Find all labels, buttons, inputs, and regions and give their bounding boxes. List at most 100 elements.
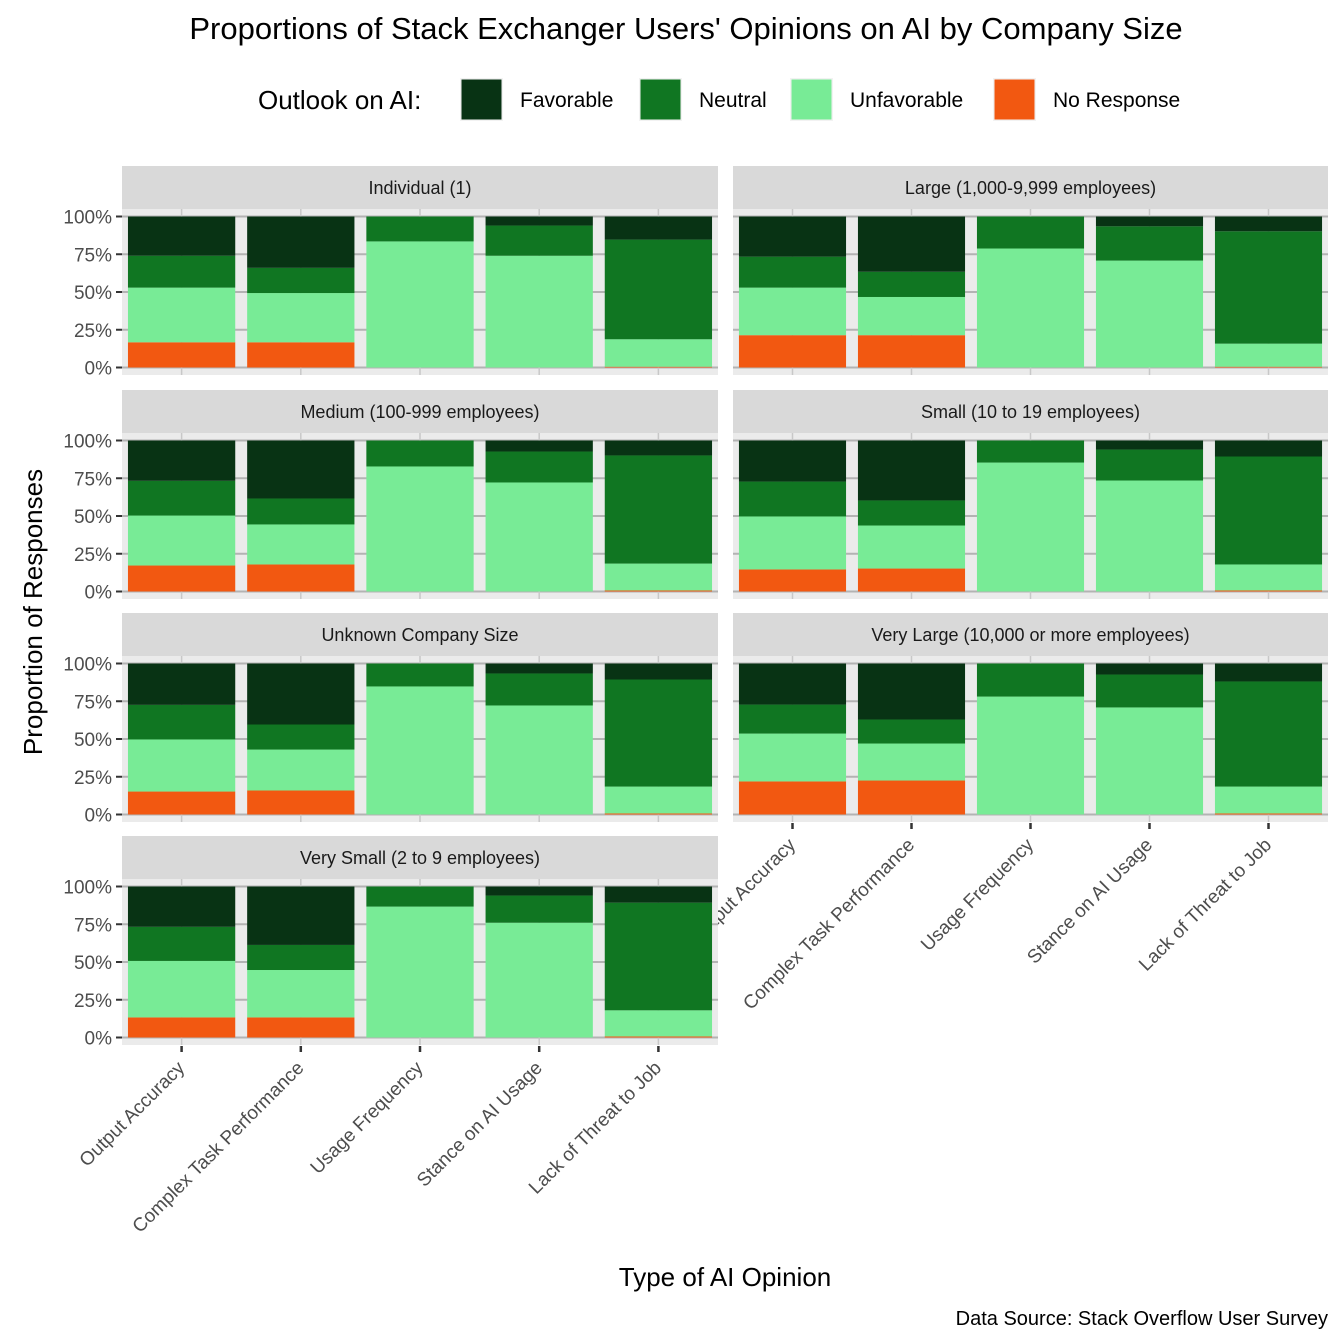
bar-segment-unfavorable bbox=[738, 733, 847, 782]
y-tick-label: 75% bbox=[74, 692, 112, 713]
facet-strip bbox=[122, 390, 718, 433]
x-tick-label: Stance on AI Usage bbox=[1023, 835, 1157, 969]
bar-segment-unfavorable bbox=[127, 739, 236, 792]
bar-segment-unfavorable bbox=[857, 743, 966, 781]
bar-segment-unfavorable bbox=[1095, 260, 1204, 368]
bar-segment-favorable bbox=[1214, 216, 1323, 232]
bar-segment-unfavorable bbox=[366, 906, 474, 1038]
bar-segment-no-response bbox=[857, 780, 966, 815]
legend: Outlook on AI: Favorable Neutral Unfavorab… bbox=[258, 78, 1180, 121]
bar-segment-neutral bbox=[247, 944, 355, 971]
bar-segment-unfavorable bbox=[247, 524, 355, 565]
x-axis-title: Type of AI Opinion bbox=[619, 1262, 831, 1292]
bar-segment-neutral bbox=[247, 498, 355, 525]
bar-segment-neutral bbox=[604, 455, 713, 564]
bar-segment-no-response bbox=[127, 342, 236, 368]
legend-swatch bbox=[461, 79, 502, 120]
y-tick-label: 50% bbox=[74, 507, 112, 528]
bar-segment-favorable bbox=[1214, 663, 1323, 682]
bar-segment-neutral bbox=[485, 673, 593, 706]
facet-panel: Unknown Company Size 0% 25% 50% 75% 100% bbox=[63, 613, 718, 827]
bar-segment-neutral bbox=[247, 724, 355, 750]
bar-segment-neutral bbox=[1214, 231, 1323, 344]
bar-segment-neutral bbox=[604, 239, 713, 340]
y-tick-label: 50% bbox=[74, 730, 112, 751]
bar-segment-unfavorable bbox=[604, 563, 713, 591]
bar-segment-favorable bbox=[604, 886, 713, 903]
legend-label: No Response bbox=[1053, 89, 1180, 112]
legend-swatch bbox=[791, 79, 832, 120]
facet-panel: Very Large (10,000 or more employees)Out… bbox=[687, 613, 1328, 1014]
facet-strip bbox=[122, 836, 718, 879]
legend-swatch bbox=[640, 79, 681, 120]
bar-segment-no-response bbox=[604, 590, 713, 592]
bar-segment-favorable bbox=[604, 663, 713, 680]
bar-segment-no-response bbox=[604, 813, 713, 815]
legend-label: Favorable bbox=[520, 89, 613, 112]
bar-segment-no-response bbox=[127, 565, 236, 592]
facet-strip-label: Large (1,000-9,999 employees) bbox=[905, 178, 1156, 198]
bar-segment-no-response bbox=[857, 568, 966, 592]
x-tick-label: Lack of Threat to Job bbox=[1135, 835, 1276, 976]
legend-title: Outlook on AI: bbox=[258, 85, 421, 115]
bar-segment-no-response bbox=[738, 335, 847, 368]
legend-item: Favorable bbox=[460, 78, 613, 121]
bar-segment-no-response bbox=[604, 366, 713, 368]
bar-segment-favorable bbox=[247, 663, 355, 725]
facet-strip bbox=[122, 166, 718, 209]
facet-strip bbox=[733, 390, 1328, 433]
bar-segment-unfavorable bbox=[247, 293, 355, 343]
bar-segment-neutral bbox=[127, 704, 236, 740]
bar-segment-favorable bbox=[127, 663, 236, 705]
bar-segment-no-response bbox=[738, 569, 847, 592]
bar-segment-neutral bbox=[485, 225, 593, 256]
x-tick-label: Stance on AI Usage bbox=[413, 1058, 547, 1192]
bar-segment-favorable bbox=[1095, 216, 1204, 227]
bar-segment-favorable bbox=[247, 886, 355, 945]
bar-segment-favorable bbox=[857, 663, 966, 720]
bar-segment-no-response bbox=[604, 1036, 713, 1038]
bar-segment-neutral bbox=[1095, 674, 1204, 708]
bar-segment-unfavorable bbox=[127, 287, 236, 343]
facet-panel: Large (1,000-9,999 employees) bbox=[733, 166, 1328, 375]
bar-segment-no-response bbox=[247, 790, 355, 815]
bar-segment-unfavorable bbox=[604, 786, 713, 814]
bar-segment-neutral bbox=[857, 271, 966, 297]
legend-item: No Response bbox=[993, 78, 1180, 121]
bar-segment-unfavorable bbox=[366, 466, 474, 592]
bar-segment-unfavorable bbox=[127, 515, 236, 566]
bar-segment-favorable bbox=[485, 440, 593, 452]
y-tick-label: 50% bbox=[74, 953, 112, 974]
y-tick-label: 25% bbox=[74, 991, 112, 1012]
bar-segment-no-response bbox=[247, 1017, 355, 1038]
bar-segment-favorable bbox=[247, 440, 355, 499]
bar-segment-no-response bbox=[127, 791, 236, 815]
y-tick-label: 0% bbox=[85, 1029, 113, 1050]
bar-segment-unfavorable bbox=[738, 516, 847, 570]
bar-segment-neutral bbox=[857, 719, 966, 744]
bar-segment-neutral bbox=[127, 926, 236, 961]
bar-segment-unfavorable bbox=[1214, 564, 1323, 591]
bar-segment-neutral bbox=[366, 663, 474, 687]
bar-segment-favorable bbox=[857, 216, 966, 272]
bar-segment-neutral bbox=[857, 500, 966, 526]
bar-segment-neutral bbox=[1214, 681, 1323, 787]
facet-strip bbox=[733, 613, 1328, 656]
bar-segment-neutral bbox=[738, 481, 847, 517]
bar-segment-no-response bbox=[1214, 366, 1323, 368]
bar-segment-no-response bbox=[247, 564, 355, 592]
y-tick-label: 0% bbox=[85, 583, 113, 604]
facet-strip bbox=[733, 166, 1328, 209]
bar-segment-neutral bbox=[976, 440, 1085, 463]
bar-segment-no-response bbox=[1214, 813, 1323, 815]
bar-segment-unfavorable bbox=[127, 960, 236, 1018]
y-tick-label: 25% bbox=[74, 545, 112, 566]
chart-title: Proportions of Stack Exchanger Users' Op… bbox=[189, 11, 1182, 46]
bar-segment-unfavorable bbox=[976, 462, 1085, 592]
bar-segment-no-response bbox=[1214, 590, 1323, 592]
legend-swatch bbox=[994, 79, 1035, 120]
y-tick-label: 100% bbox=[63, 432, 112, 453]
bar-segment-unfavorable bbox=[1095, 707, 1204, 815]
facet-panel: Individual (1) 0% 25% 50% 75% 100% bbox=[63, 166, 718, 380]
